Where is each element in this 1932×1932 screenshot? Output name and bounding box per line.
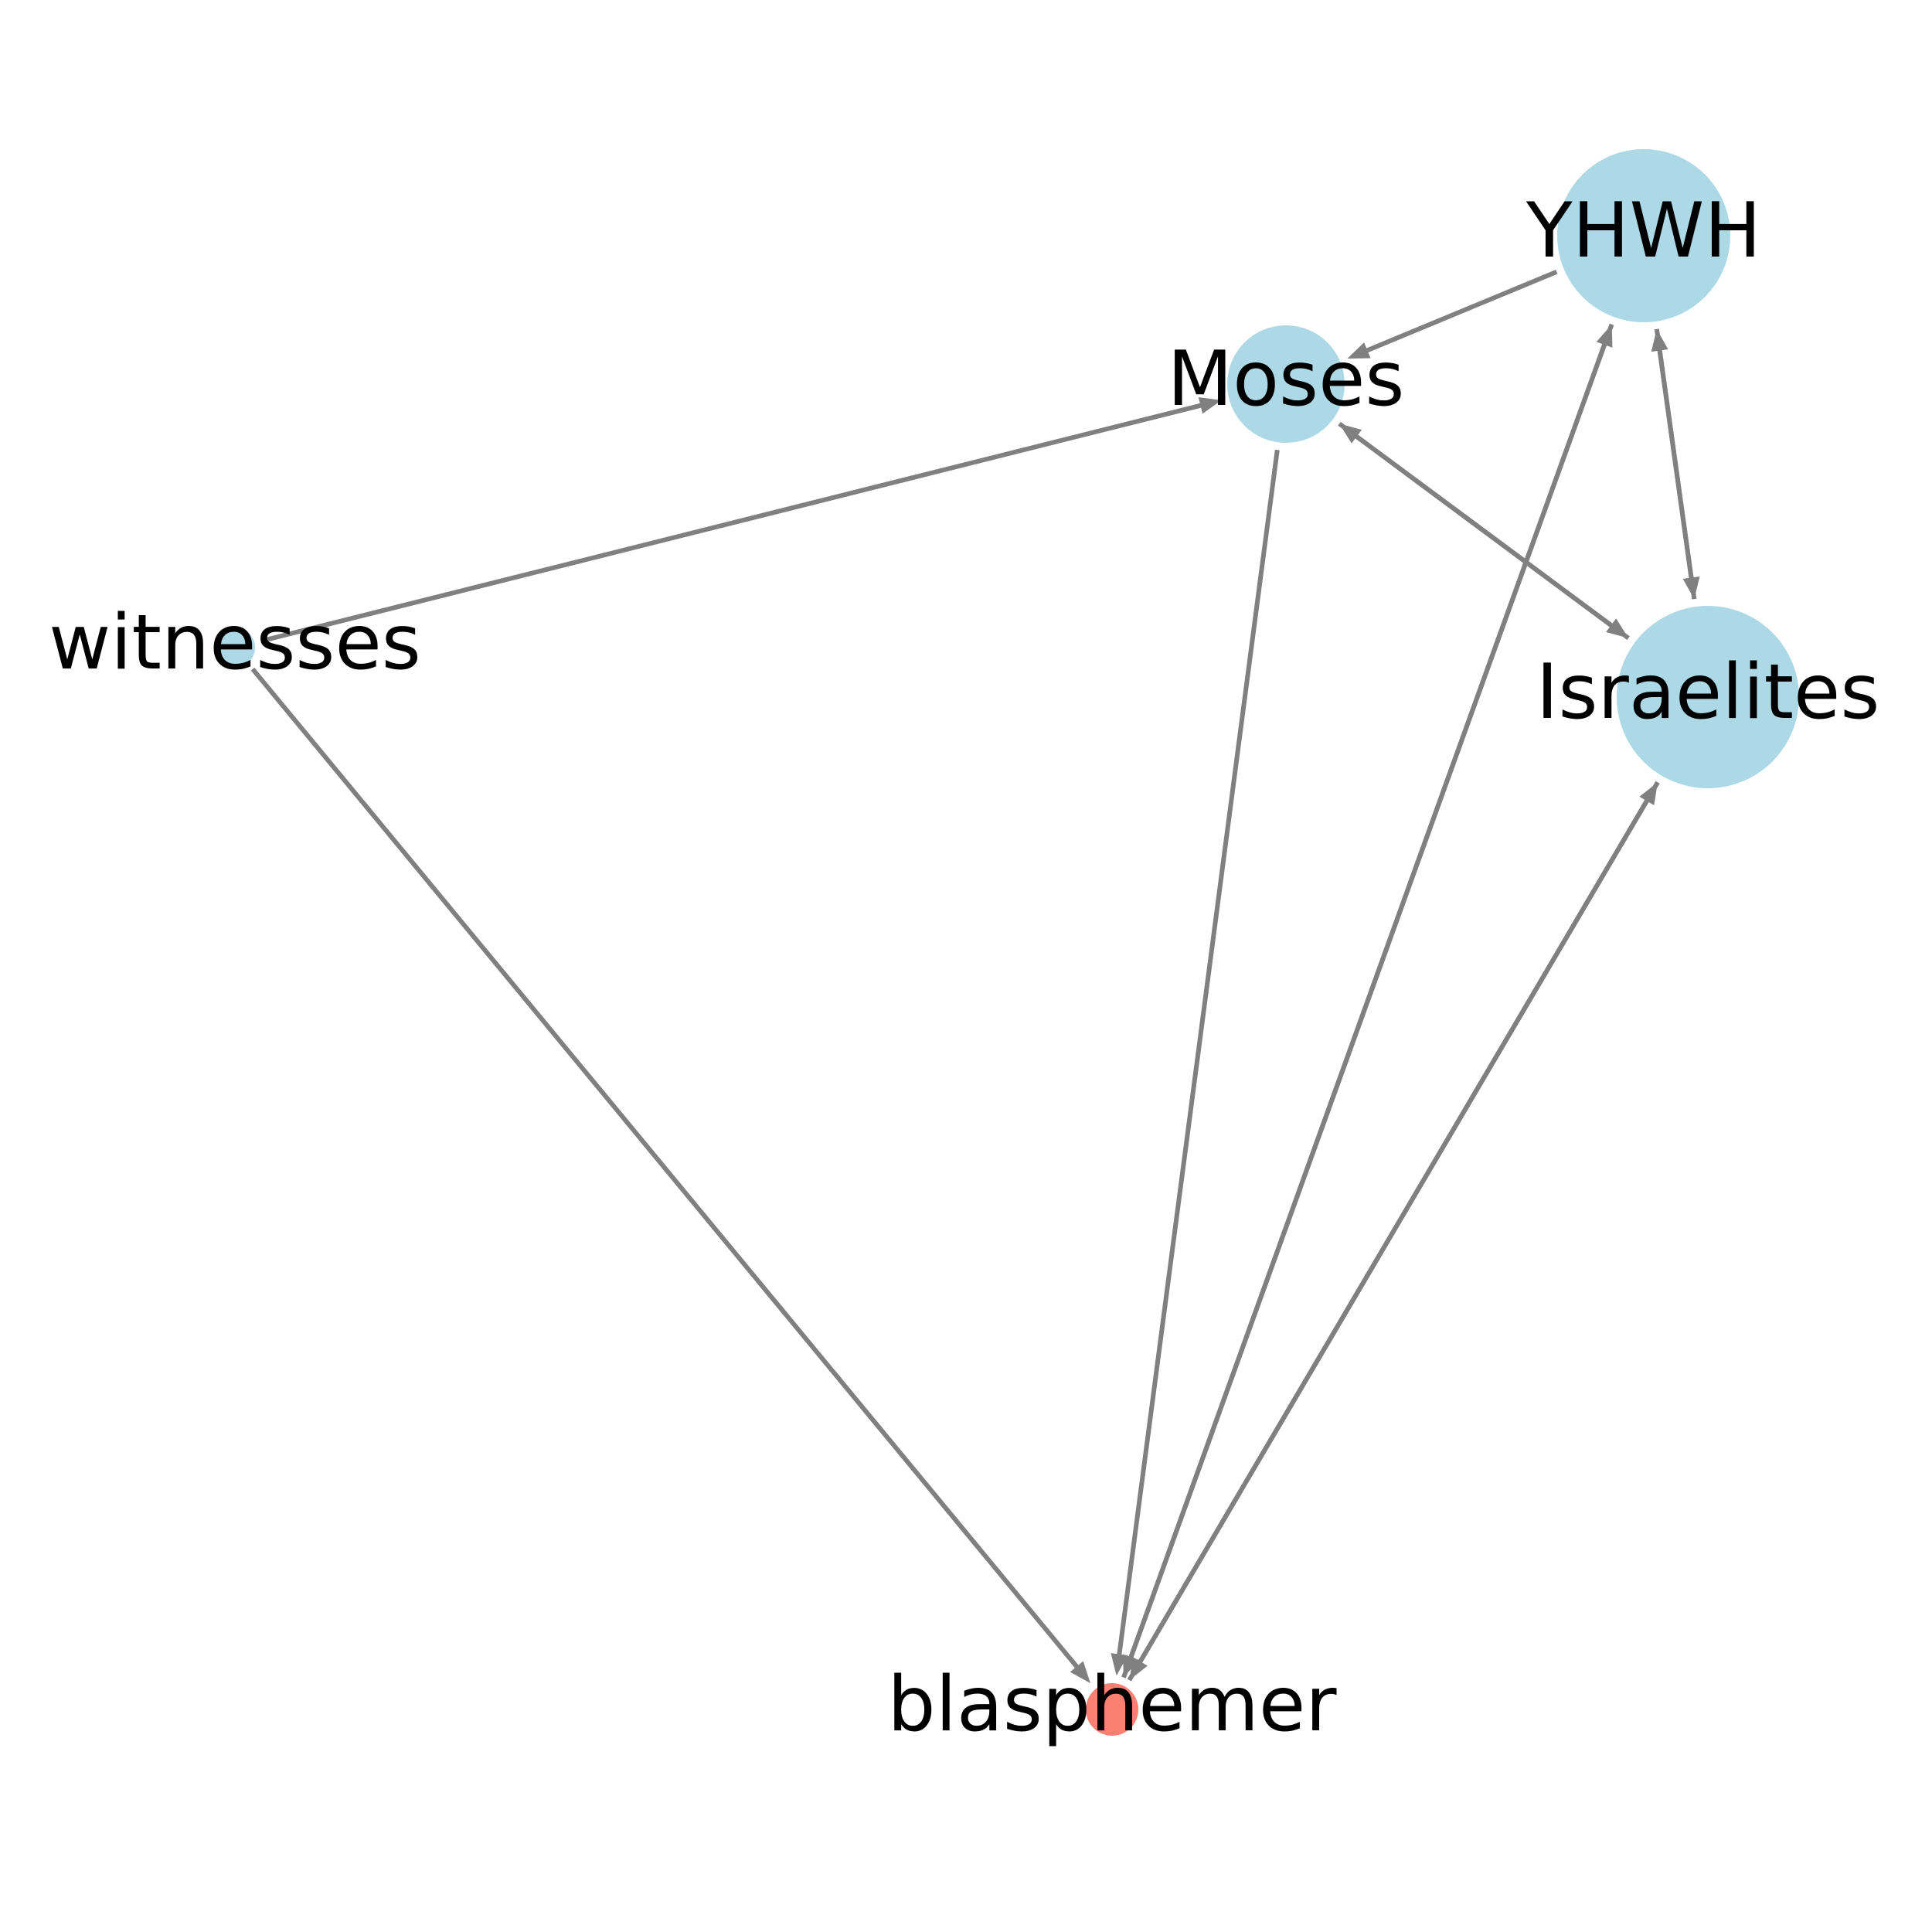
edge-arrowhead <box>1347 342 1371 359</box>
edge-line <box>1126 323 1614 1664</box>
edge-arrowhead <box>1198 397 1222 414</box>
node-label-moses: Moses <box>1168 335 1405 423</box>
edge-moses-to-blasphemer <box>1111 449 1280 1676</box>
edge-line <box>250 667 1083 1673</box>
labels-layer: YHWH Moses witnesses Israelites blasphemer <box>49 187 1879 1749</box>
edge-arrowhead <box>1070 1661 1090 1684</box>
edge-line <box>261 401 1207 644</box>
node-israelites <box>1617 606 1799 788</box>
edge-arrowhead <box>1339 423 1362 444</box>
edge-line <box>1350 430 1630 641</box>
edge-arrowhead <box>1129 1657 1148 1681</box>
edge-witnesses-to-moses <box>261 397 1222 644</box>
edge-yhwh-to-moses <box>1347 269 1558 359</box>
edge-yhwh-to-blasphemer <box>1123 323 1614 1678</box>
node-label-blasphemer: blasphemer <box>887 1661 1337 1749</box>
edge-line <box>1134 781 1660 1668</box>
edge-line <box>1656 344 1697 600</box>
node-label-witnesses: witnesses <box>49 599 421 687</box>
edge-israelites-to-yhwh <box>1651 328 1697 600</box>
node-witnesses <box>215 628 255 668</box>
node-yhwh <box>1557 149 1730 322</box>
edge-israelites-to-moses <box>1339 423 1630 641</box>
edge-israelites-to-blasphemer <box>1129 781 1660 1681</box>
edges-layer <box>250 269 1700 1684</box>
nodes-layer <box>215 149 1799 1736</box>
edge-arrowhead <box>1651 328 1668 352</box>
node-label-yhwh: YHWH <box>1526 187 1761 275</box>
edge-witnesses-to-blasphemer <box>250 667 1090 1684</box>
node-blasphemer <box>1086 1683 1138 1736</box>
node-label-israelites: Israelites <box>1536 648 1880 736</box>
node-moses <box>1227 325 1345 443</box>
edge-line <box>1360 269 1558 355</box>
edge-line <box>1116 449 1280 1661</box>
